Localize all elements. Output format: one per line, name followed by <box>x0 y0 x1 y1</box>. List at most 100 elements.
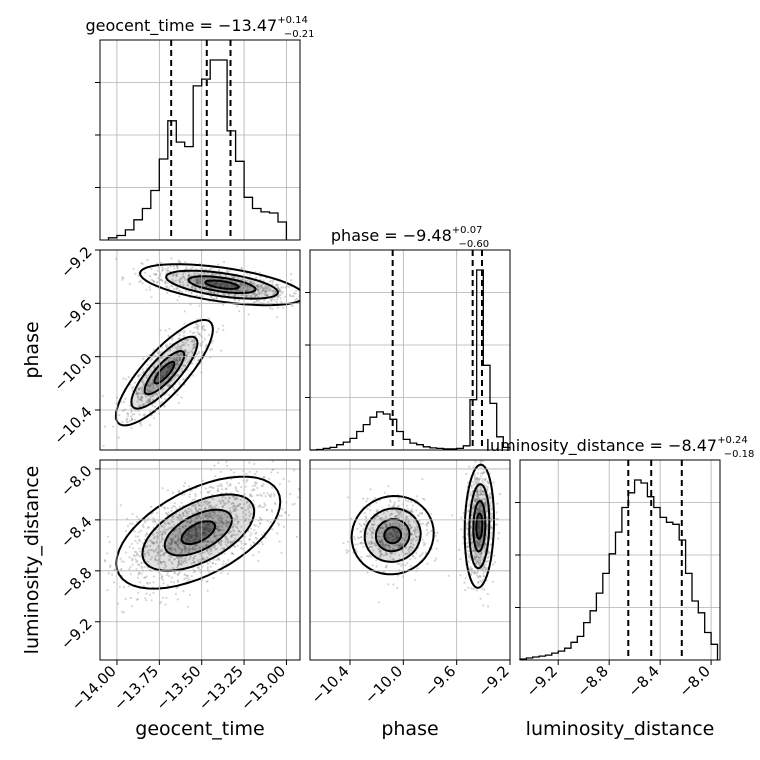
panel-frame <box>99 459 301 661</box>
scatter-point <box>161 268 164 271</box>
scatter-point <box>187 541 191 544</box>
scatter-point <box>170 576 173 579</box>
scatter-point <box>388 546 391 549</box>
scatter-geocent-time-vs-luminosity-distance <box>94 445 300 614</box>
scatter-point <box>213 535 216 538</box>
scatter-point <box>223 535 227 538</box>
scatter-point <box>249 513 252 516</box>
scatter-point <box>199 571 202 574</box>
scatter-point <box>191 548 194 551</box>
scatter-point <box>175 265 179 268</box>
scatter-point <box>387 583 390 586</box>
scatter-point <box>215 558 218 561</box>
scatter-point <box>169 284 172 287</box>
scatter-point <box>256 285 259 288</box>
scatter-point <box>400 544 403 547</box>
scatter-point <box>358 522 361 526</box>
scatter-point <box>360 556 363 559</box>
scatter-point <box>412 538 415 541</box>
scatter-point <box>430 512 433 516</box>
scatter-point <box>220 520 223 523</box>
scatter-point <box>126 412 129 415</box>
scatter-point <box>217 558 220 561</box>
scatter-point <box>209 286 212 289</box>
scatter-point <box>471 549 474 552</box>
scatter-point <box>105 451 107 453</box>
scatter-point <box>409 558 412 561</box>
scatter-point <box>219 529 222 532</box>
scatter-point <box>380 526 383 529</box>
scatter-point <box>217 528 220 531</box>
scatter-point <box>252 488 255 491</box>
scatter-point <box>208 529 211 532</box>
scatter-point <box>249 506 252 509</box>
scatter-point <box>185 540 188 543</box>
scatter-point <box>255 531 258 534</box>
scatter-point <box>177 531 180 534</box>
scatter-point <box>244 280 247 283</box>
scatter-point <box>218 542 221 545</box>
scatter-point <box>472 505 476 508</box>
scatter-point <box>198 503 201 506</box>
scatter-point <box>426 562 429 565</box>
scatter-point <box>490 527 493 530</box>
scatter-point <box>410 533 414 536</box>
scatter-point <box>162 553 165 557</box>
scatter-point <box>131 559 134 562</box>
scatter-point <box>396 525 399 528</box>
scatter-point <box>149 581 152 585</box>
scatter-point <box>208 268 211 271</box>
scatter-point <box>412 529 415 533</box>
scatter-point <box>435 557 438 560</box>
scatter-point <box>181 512 185 515</box>
scatter-point <box>204 524 207 528</box>
scatter-point <box>469 568 472 571</box>
frame-layer <box>99 39 721 661</box>
scatter-point <box>202 534 205 537</box>
scatter-point <box>393 552 396 555</box>
scatter-point <box>477 523 480 527</box>
scatter-point <box>131 413 134 416</box>
scatter-point <box>214 282 217 285</box>
scatter-point <box>471 505 474 508</box>
scatter-point <box>150 357 154 360</box>
scatter-point <box>224 562 227 565</box>
scatter-point <box>153 366 156 369</box>
scatter-point <box>275 445 277 447</box>
scatter-point <box>203 507 206 510</box>
scatter-point <box>194 507 197 510</box>
scatter-point <box>404 536 408 539</box>
scatter-point <box>184 349 187 352</box>
scatter-point <box>184 577 187 580</box>
scatter-point <box>381 541 384 544</box>
scatter-point <box>260 494 263 498</box>
scatter-point <box>486 560 489 563</box>
scatter-point <box>396 574 399 577</box>
scatter-point <box>475 540 478 544</box>
scatter-point <box>94 548 96 550</box>
scatter-point <box>192 556 195 559</box>
scatter-point <box>485 503 488 506</box>
scatter-point <box>481 493 484 496</box>
scatter-point <box>198 278 201 281</box>
scatter-point <box>179 283 182 286</box>
scatter-point <box>135 552 139 556</box>
scatter-point <box>161 549 164 552</box>
scatter-point <box>148 385 151 388</box>
scatter-point <box>177 344 180 348</box>
scatter-point <box>203 527 207 530</box>
scatter-point <box>176 556 179 559</box>
scatter-point <box>209 504 212 507</box>
scatter-point <box>197 350 200 353</box>
contour-line <box>187 275 257 295</box>
scatter-point <box>206 540 209 543</box>
scatter-point <box>179 277 182 280</box>
scatter-point <box>179 551 182 554</box>
scatter-point <box>397 544 400 547</box>
scatter-point <box>475 555 478 559</box>
scatter-point <box>483 588 486 591</box>
scatter-point <box>359 542 362 545</box>
scatter-point <box>145 288 148 291</box>
scatter-point <box>233 505 236 508</box>
scatter-point <box>280 300 283 304</box>
